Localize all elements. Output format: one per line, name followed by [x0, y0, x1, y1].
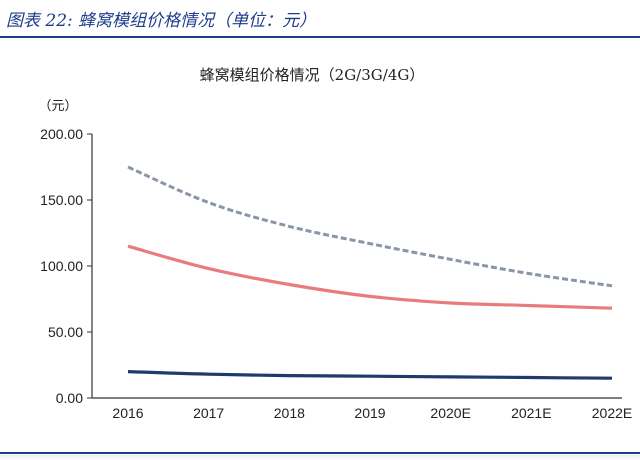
figure-caption: 图表 22: 蜂窝模组价格情况（单位：元） — [6, 11, 317, 31]
y-tick-label: 50.00 — [48, 324, 83, 340]
y-axis-ticks: 0.00 50.00 100.00 150.00 200.00 — [40, 126, 92, 406]
chart-title: 蜂窝模组价格情况（2G/3G/4G） — [200, 66, 425, 84]
caption-divider — [0, 36, 640, 38]
x-tick-label: 2016 — [112, 405, 143, 421]
x-axis-ticks: 2016 2017 2018 2019 2020E 2021E 2022E — [112, 405, 632, 421]
y-axis-unit-label: （元） — [38, 99, 77, 114]
y-tick-label: 200.00 — [40, 126, 83, 142]
axes — [91, 134, 622, 399]
x-tick-label: 2018 — [274, 405, 305, 421]
x-tick-label: 2022E — [592, 405, 632, 421]
x-tick-label: 2019 — [354, 405, 385, 421]
series-lines — [127, 165, 613, 380]
series-line-1 — [127, 165, 613, 288]
x-tick-label: 2020E — [430, 405, 470, 421]
bottom-divider — [0, 452, 640, 454]
bottom-fade — [0, 455, 640, 460]
y-tick-label: 150.00 — [40, 192, 83, 208]
x-tick-label: 2017 — [193, 405, 224, 421]
figure-header: 图表 22: 蜂窝模组价格情况（单位：元） — [0, 0, 640, 38]
y-tick-label: 0.00 — [56, 390, 83, 406]
x-tick-label: 2021E — [511, 405, 551, 421]
price-line-chart: 蜂窝模组价格情况（2G/3G/4G） （元） 0.00 50.00 100.00 15… — [38, 66, 632, 421]
y-tick-label: 100.00 — [40, 258, 83, 274]
series-line-3 — [127, 370, 613, 380]
series-line-2 — [127, 244, 613, 310]
